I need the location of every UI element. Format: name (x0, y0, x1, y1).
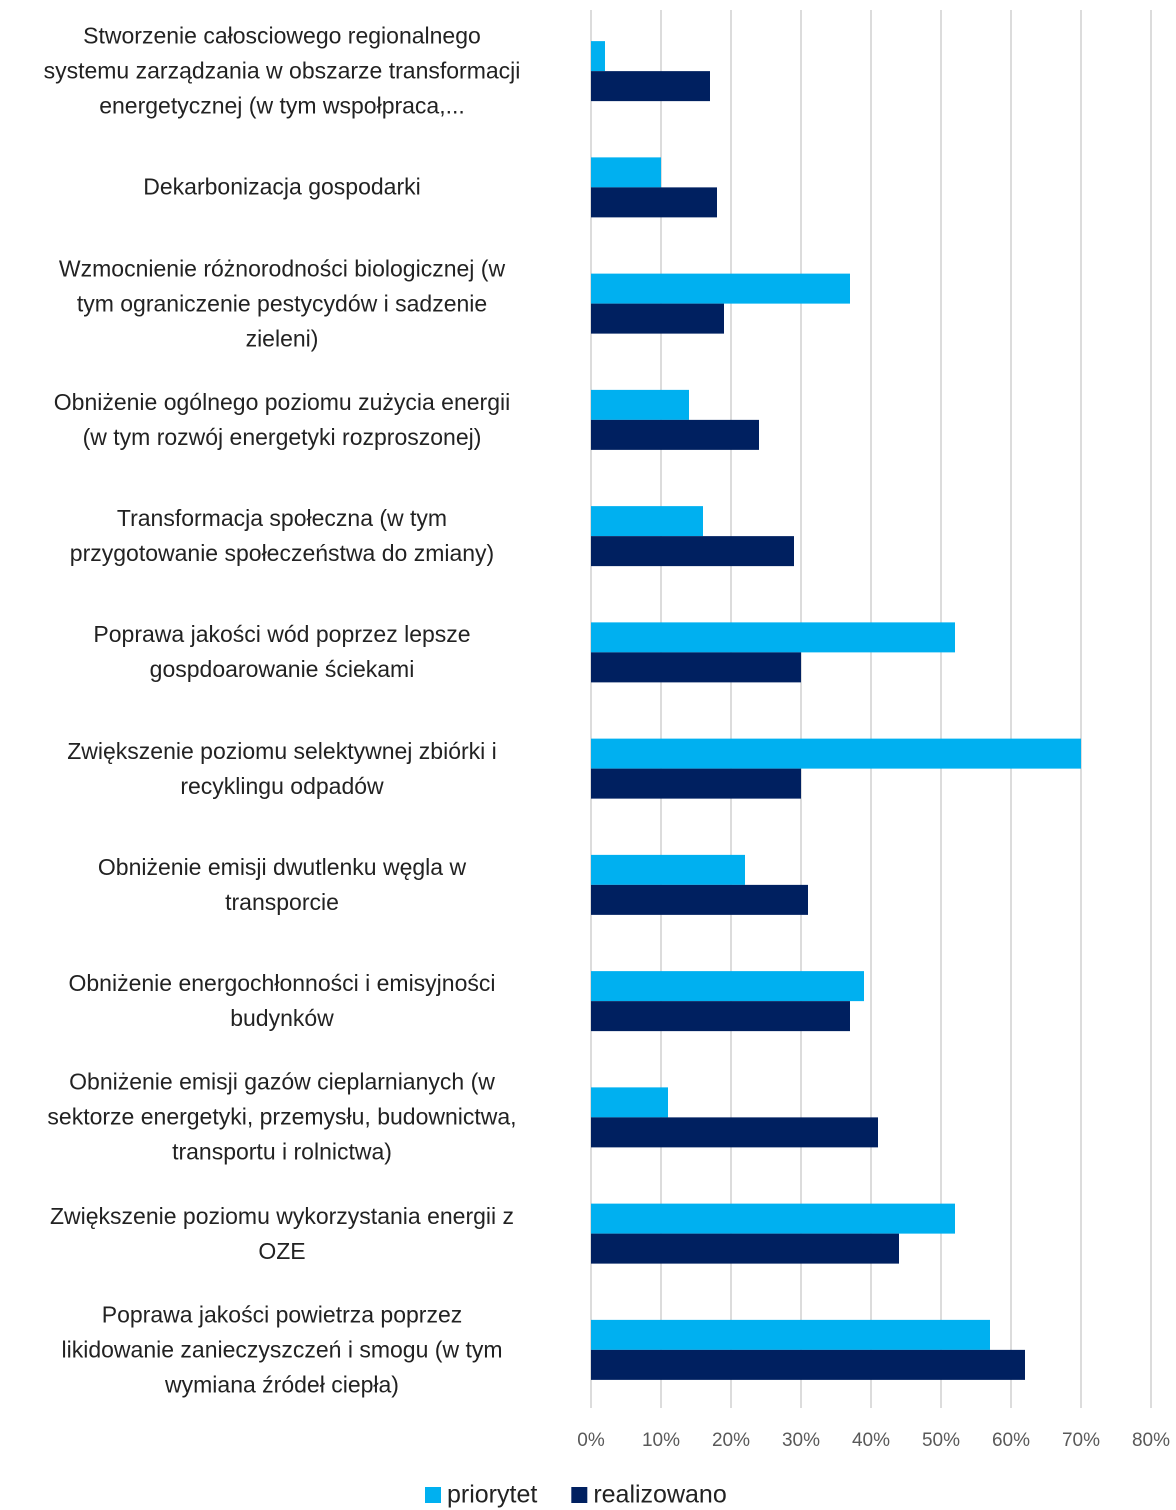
bar (591, 273, 850, 304)
bar (591, 971, 864, 1002)
bar (591, 854, 745, 885)
x-tick-label: 60% (992, 1430, 1030, 1451)
bar (591, 1117, 878, 1148)
category-label: Transformacja społeczna (w tym przygotow… (69, 505, 495, 567)
bar (591, 652, 801, 683)
bar (591, 303, 724, 334)
x-tick-label: 80% (1132, 1430, 1170, 1451)
bar (591, 884, 808, 915)
legend-swatch (425, 1487, 441, 1503)
category-label: Obniżenie energochłonności i emisyjności… (68, 970, 496, 1032)
category-label: Poprawa jakości wód poprzez lepsze gospd… (93, 621, 471, 683)
bar (591, 506, 703, 537)
bar (591, 1349, 1025, 1380)
category-label: Obniżenie emisji dwutlenku węgla w trans… (97, 853, 467, 915)
category-label: Zwiększenie poziomu selektywnej zbiórki … (67, 737, 497, 799)
bar (591, 389, 689, 420)
legend-swatch (571, 1487, 588, 1503)
bar (591, 1203, 955, 1234)
bar (591, 536, 794, 567)
bar (591, 187, 717, 218)
category-label: Wzmocnienie różnorodności biologicznej (… (58, 255, 506, 352)
x-tick-label: 40% (852, 1430, 890, 1451)
category-label: Stworzenie całosciowego regionalnego sys… (43, 22, 521, 119)
x-tick-label: 0% (577, 1430, 605, 1451)
bar (591, 738, 1081, 769)
bar (591, 41, 605, 72)
bar (591, 1233, 899, 1264)
bar (591, 622, 955, 653)
x-tick-label: 50% (922, 1430, 960, 1451)
category-label: Poprawa jakości powietrza poprzez likido… (61, 1301, 503, 1398)
category-label: Zwiększenie poziomu wykorzystania energi… (49, 1202, 515, 1264)
x-tick-label: 10% (642, 1430, 680, 1451)
legend-label: priorytet (447, 1481, 537, 1509)
x-tick-label: 30% (782, 1430, 820, 1451)
bar (591, 71, 710, 102)
bar (591, 1001, 850, 1032)
category-label: Dekarbonizacja gospodarki (143, 173, 421, 200)
legend-label: realizowano (593, 1481, 726, 1509)
x-tick-label: 20% (712, 1430, 750, 1451)
bar (591, 157, 661, 188)
bar (591, 419, 759, 450)
bar (591, 1319, 990, 1350)
bar (591, 768, 801, 799)
category-label: Obniżenie emisji gazów cieplarnianych (w… (47, 1068, 517, 1165)
x-tick-label: 70% (1062, 1430, 1100, 1451)
category-label: Obniżenie ogólnego poziomu zużycia energ… (53, 388, 511, 450)
bar (591, 1087, 668, 1118)
